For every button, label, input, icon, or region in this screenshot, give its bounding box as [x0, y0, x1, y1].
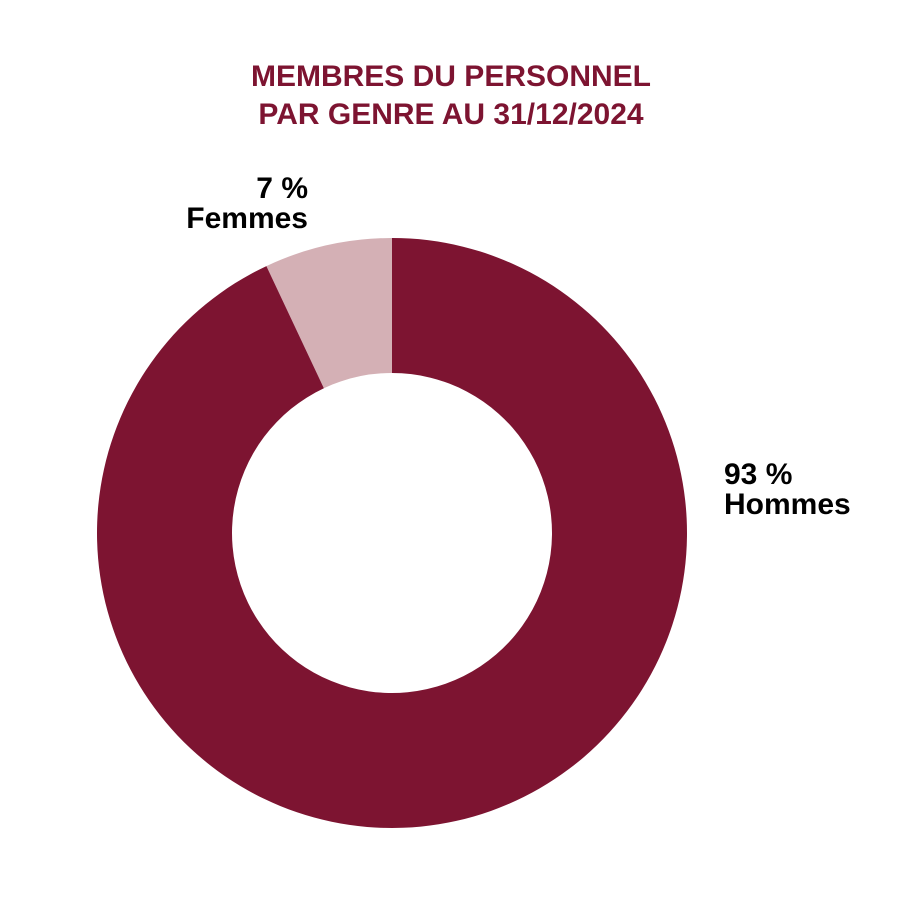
slice-value-femmes: 7 % [256, 172, 308, 205]
slice-name-femmes: Femmes [186, 202, 308, 235]
donut-slices [97, 238, 687, 828]
slice-label-hommes: 93 % Hommes [724, 458, 851, 521]
donut-slice-femmes [266, 238, 392, 389]
slice-label-femmes: 7 % Femmes [186, 172, 308, 235]
chart-title-line-1: MEMBRES DU PERSONNEL [251, 60, 651, 93]
donut-slice-hommes [97, 238, 687, 828]
chart-title-line-2: PAR GENRE AU 31/12/2024 [258, 98, 643, 131]
chart-title: MEMBRES DU PERSONNEL PAR GENRE AU 31/12/… [251, 60, 651, 131]
slice-name-hommes: Hommes [724, 488, 851, 521]
slice-value-hommes: 93 % [724, 458, 792, 491]
